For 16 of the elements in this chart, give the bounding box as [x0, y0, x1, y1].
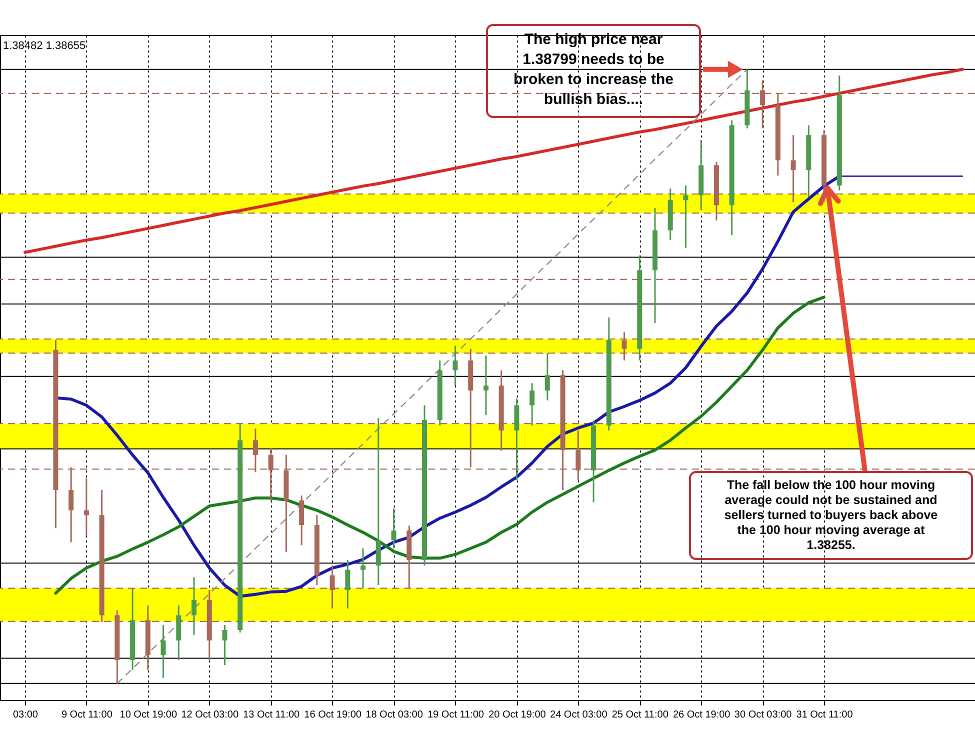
x-tick-label: 13 Oct 11:00 — [243, 710, 300, 720]
x-tick-label: 9 Oct 11:00 — [61, 710, 113, 720]
x-tick-label: 18 Oct 03:00 — [366, 710, 424, 720]
annotation: The fall below the 100 hour moving average could not be sustained and sellers turned to buyers back above the 100 hour moving average at 1.38255. — [724, 478, 938, 552]
x-tick-label: 12 Oct 03:00 — [181, 710, 239, 720]
x-tick-label: 20 Oct 19:00 — [488, 710, 546, 720]
x-tick-label: 19 Oct 11:00 — [427, 710, 484, 720]
x-tick-label: 10 Oct 19:00 — [120, 710, 178, 720]
x-tick-label: 16 Oct 19:00 — [304, 710, 362, 720]
x-tick-label: 26 Oct 19:00 — [672, 710, 731, 720]
text: 1.38482 1.38655 — [3, 40, 86, 52]
x-tick-label: 30 Oct 03:00 — [734, 710, 792, 720]
x-tick-label: 31 Oct 11:00 — [796, 710, 854, 720]
x-tick-label: 24 Oct 03:00 — [550, 710, 608, 720]
x-tick-label: 25 Oct 11:00 — [612, 710, 669, 720]
x-tick-label: 03:00 — [12, 710, 38, 720]
